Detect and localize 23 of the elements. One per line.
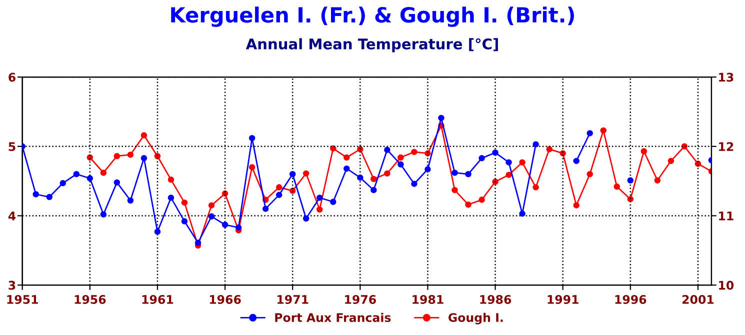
x-tick-label: 1996 (615, 295, 646, 304)
y2-tick-label: 11 (719, 212, 734, 220)
y2-tick-label: 10 (719, 280, 734, 290)
x-tick-label: 1976 (345, 295, 376, 304)
x-tick-label: 1951 (7, 295, 38, 304)
chart-subtitle: Annual Mean Temperature [°C] (246, 38, 498, 52)
y-tick-label: 4 (8, 212, 16, 220)
x-tick-label: 1991 (548, 295, 578, 304)
x-tick-label: 1966 (210, 295, 241, 304)
x-tick-label: 1986 (480, 295, 512, 304)
y-tick-label: 5 (8, 142, 16, 152)
x-tick-label: 1961 (142, 295, 174, 304)
y-tick-label: 6 (8, 72, 16, 82)
x-tick-label: 2001 (682, 295, 714, 304)
x-tick-label: 1981 (412, 295, 444, 304)
chart-title: Kerguelen I. (Fr.) & Gough I. (Brit.) (171, 6, 574, 27)
y-tick-label: 3 (8, 280, 16, 290)
y2-tick-label: 12 (719, 142, 734, 151)
x-tick-label: 1971 (278, 295, 308, 304)
legend-label: Gough I. (448, 312, 503, 324)
y2-tick-label: 13 (719, 72, 734, 82)
legend-label: Port Aux Francais (275, 312, 391, 322)
x-tick-label: 1956 (74, 295, 106, 304)
